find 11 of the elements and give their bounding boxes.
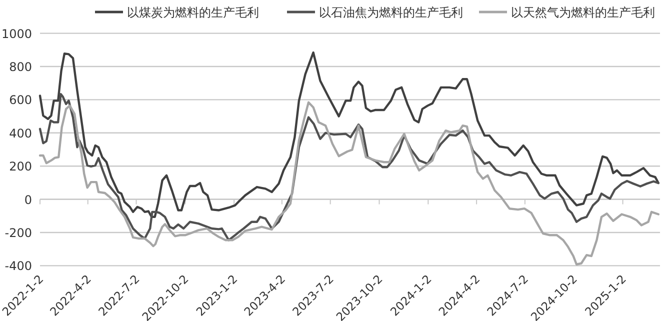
legend-label: 以石油焦为燃料的生产毛利 bbox=[319, 6, 463, 20]
y-tick-label: -400 bbox=[4, 259, 32, 274]
y-tick-label: 1000 bbox=[1, 26, 32, 41]
legend-label: 以天然气为燃料的生产毛利 bbox=[511, 6, 655, 20]
y-tick-label: 200 bbox=[9, 160, 32, 174]
y-tick-label: 800 bbox=[9, 60, 32, 74]
y-tick-label: 600 bbox=[9, 93, 32, 108]
y-tick-label: 400 bbox=[9, 126, 32, 140]
y-tick-label: -200 bbox=[4, 226, 32, 240]
legend-label: 以煤炭为燃料的生产毛利 bbox=[127, 6, 259, 20]
y-tick-label: 0 bbox=[24, 192, 32, 207]
